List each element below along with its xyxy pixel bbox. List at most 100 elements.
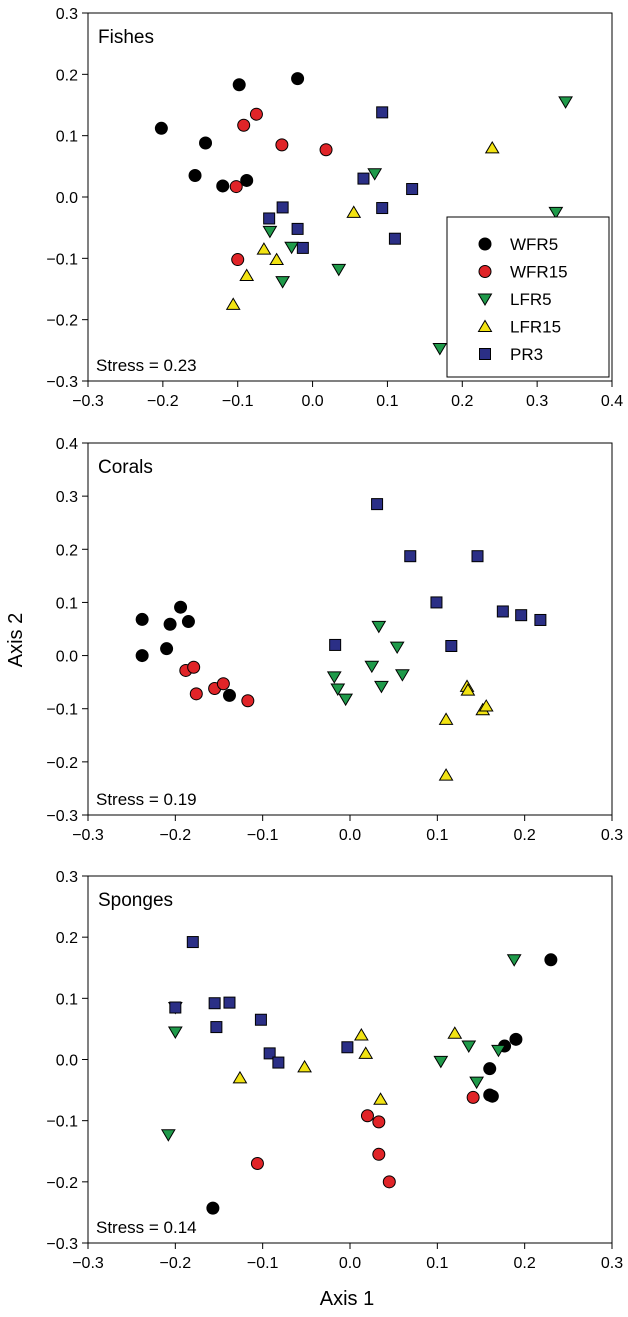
point-lfr5: [326, 671, 342, 684]
plot-frame: [87, 875, 613, 1244]
point-lfr5: [461, 1040, 477, 1054]
point-pr3: [210, 1021, 223, 1034]
point-wfr5: [240, 173, 254, 187]
legend-marker-lfr15: [477, 319, 493, 332]
y-tick-label: 0.2: [56, 67, 78, 84]
point-wfr5: [291, 72, 305, 86]
point-wfr5: [154, 121, 168, 135]
point-lfr5: [364, 660, 380, 674]
point-pr3: [471, 550, 484, 563]
x-tick-label: 0.3: [601, 827, 623, 844]
point-lfr5: [506, 954, 522, 967]
point-wfr15: [229, 180, 243, 194]
x-tick-label: −0.2: [160, 1255, 192, 1272]
panel-title: Corals: [98, 457, 153, 478]
point-lfr5: [330, 683, 346, 697]
point-lfr5: [262, 225, 278, 239]
point-pr3: [534, 613, 547, 626]
panel-fishes: −0.3 −0.2 −0.1 0.0 0.1 0.2 0.3 0.4 −0.3 −0.2 −0.1 0…: [46, 6, 623, 410]
point-lfr5: [548, 206, 564, 220]
point-lfr15: [438, 712, 454, 725]
x-tick-label: −0.3: [72, 393, 104, 410]
point-lfr15: [225, 297, 241, 310]
point-pr3: [515, 609, 528, 622]
point-wfr15: [372, 1147, 386, 1161]
x-tick-label: 0.0: [339, 1255, 361, 1272]
point-wfr15: [466, 1090, 480, 1104]
point-lfr15: [460, 683, 476, 696]
point-wfr5: [544, 953, 558, 967]
point-pr3: [388, 232, 401, 245]
point-lfr15: [447, 1026, 463, 1039]
panel-sponges: −0.3 −0.2 −0.1 0.0 0.1 0.2 0.3 −0.3 −0.2 −0.1 0.0 0…: [46, 869, 623, 1272]
point-wfr15: [237, 118, 251, 132]
point-lfr5: [167, 1026, 183, 1039]
point-wfr5: [135, 612, 149, 626]
point-lfr15: [239, 268, 255, 282]
point-pr3: [371, 498, 384, 511]
point-pr3: [296, 241, 309, 254]
point-pr3: [341, 1041, 354, 1054]
point-pr3: [376, 106, 389, 119]
stress-label: Stress = 0.19: [96, 790, 197, 809]
point-wfr5: [181, 615, 195, 629]
point-lfr15: [297, 1059, 312, 1073]
point-wfr15: [249, 107, 263, 121]
point-pr3: [254, 1013, 267, 1026]
point-lfr5: [389, 641, 405, 655]
y-tick-label: 0.2: [56, 542, 78, 559]
point-lfr15: [438, 768, 454, 781]
x-tick-label: −0.3: [72, 1255, 104, 1272]
legend-box: [446, 216, 610, 378]
point-lfr15: [373, 1092, 388, 1105]
point-lfr5: [284, 241, 299, 255]
y-tick-label: 0.3: [56, 6, 78, 23]
panel-title: Sponges: [98, 890, 173, 911]
legend-marker-wfr15: [478, 265, 492, 278]
x-tick-label: 0.1: [376, 393, 398, 410]
y-tick-label: 0.0: [56, 649, 78, 666]
x-tick-label: 0.2: [514, 827, 536, 844]
point-pr3: [263, 1047, 276, 1060]
legend-marker-lfr5: [477, 293, 493, 306]
point-wfr15: [319, 143, 333, 157]
legend: WFR5 WFR15 LFR5 LFR15 PR3: [446, 216, 610, 378]
point-wfr5: [485, 1089, 499, 1103]
point-wfr5: [509, 1032, 523, 1046]
point-pr3: [357, 172, 370, 185]
x-tick-label: −0.2: [147, 393, 179, 410]
y-tick-label: 0.4: [56, 436, 78, 453]
y-tick-label: −0.1: [46, 251, 78, 268]
point-pr3: [223, 996, 236, 1009]
x-tick-label: 0.0: [301, 393, 323, 410]
point-wfr5: [206, 1201, 220, 1215]
point-lfr5: [338, 693, 354, 707]
point-pr3: [329, 638, 342, 651]
x-axis-title: Axis 1: [320, 1288, 374, 1310]
y-axis-title: Axis 2: [5, 613, 27, 667]
point-lfr15: [346, 205, 362, 218]
x-tick-label: 0.4: [601, 393, 623, 410]
point-pr3: [496, 605, 509, 618]
x-tick-label: −0.1: [247, 827, 279, 844]
point-pr3: [404, 550, 417, 563]
point-wfr5: [160, 642, 174, 656]
point-pr3: [263, 212, 276, 225]
point-lfr5: [395, 669, 410, 682]
y-tick-label: 0.1: [56, 991, 78, 1008]
point-wfr5: [222, 688, 236, 702]
point-wfr15: [241, 694, 255, 708]
point-pr3: [376, 202, 389, 215]
y-tick-label: 0.0: [56, 190, 78, 207]
point-lfr5: [558, 96, 573, 109]
x-tick-label: 0.2: [451, 393, 473, 410]
point-lfr15: [256, 242, 272, 255]
point-wfr5: [135, 649, 149, 663]
x-tick-label: 0.3: [601, 1255, 623, 1272]
point-wfr5: [216, 179, 230, 193]
point-pr3: [291, 222, 304, 235]
point-lfr5: [491, 1044, 506, 1058]
point-wfr5: [232, 78, 246, 92]
point-lfr5: [433, 1055, 449, 1069]
